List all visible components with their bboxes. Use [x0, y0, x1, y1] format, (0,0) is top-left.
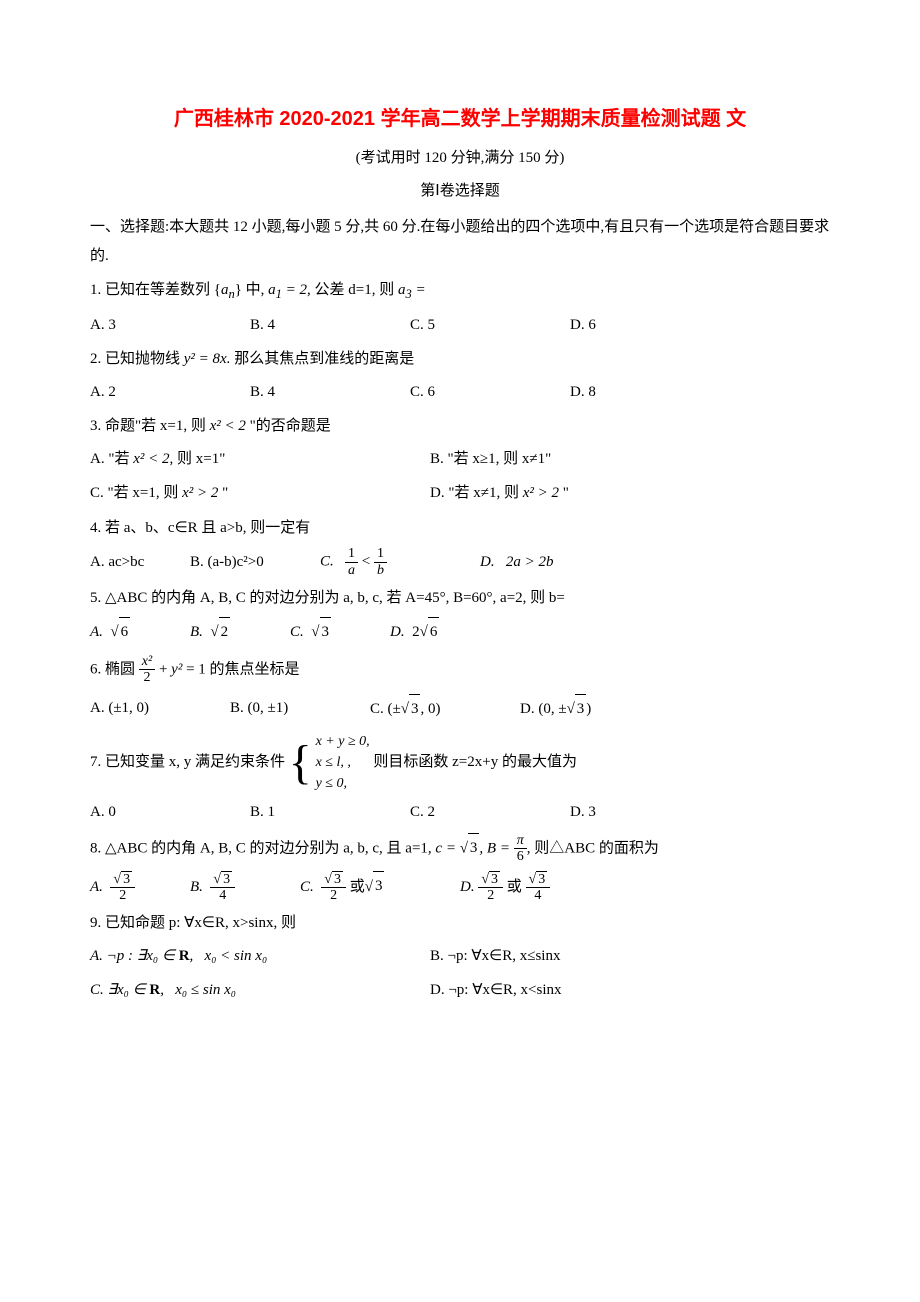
q7-stem-post: 则目标函数 z=2x+y 的最大值为 — [373, 754, 577, 770]
q1-a3: a3 = — [398, 282, 426, 298]
q7-stem-pre: 7. 已知变量 x, y 满足约束条件 — [90, 754, 285, 770]
question-6: 6. 椭圆 x²2 + y² = 1 的焦点坐标是 — [90, 654, 830, 686]
question-8: 8. △ABC 的内角 A, B, C 的对边分别为 a, b, c, 且 a=… — [90, 833, 830, 865]
q3-optD: D. "若 x≠1, 则 x² > 2 " — [430, 479, 569, 508]
q8-options: A. √32 B. √34 C. √32 或√3 D. √32 或 √34 — [90, 871, 830, 904]
q1-optB: B. 4 — [250, 311, 360, 340]
q8-optD: D. √32 或 √34 — [460, 871, 550, 904]
q7-optD: D. 3 — [570, 798, 596, 827]
q7-optB: B. 1 — [250, 798, 360, 827]
q1-stem-mid2: , 公差 d=1, 则 — [307, 282, 398, 298]
q7-l2: x ≤ l, , — [316, 752, 370, 773]
q1-options: A. 3 B. 4 C. 5 D. 6 — [90, 311, 830, 340]
q2-stem: 2. 已知抛物线 y² = 8x. 那么其焦点到准线的距离是 — [90, 351, 414, 367]
q7-l3: y ≤ 0, — [316, 773, 370, 794]
q1-optD: D. 6 — [570, 311, 596, 340]
q4-optA: A. ac>bc — [90, 548, 190, 577]
q3-optC: C. "若 x=1, 则 x² > 2 " — [90, 479, 430, 508]
q6-stem-post: 的焦点坐标是 — [206, 661, 300, 677]
brace-icon: { — [289, 738, 312, 788]
q5-optB: B. √2 — [190, 617, 290, 647]
q8-stem-post: , 则△ABC 的面积为 — [527, 840, 659, 856]
q7-optC: C. 2 — [410, 798, 520, 827]
q7-l1: x + y ≥ 0, — [316, 731, 370, 752]
q6-optA: A. (±1, 0) — [90, 694, 230, 724]
question-4: 4. 若 a、b、c∈R 且 a>b, 则一定有 — [90, 514, 830, 543]
q2-optC: C. 6 — [410, 378, 520, 407]
q6-options: A. (±1, 0) B. (0, ±1) C. (±√3, 0) D. (0,… — [90, 694, 830, 724]
q9-options-row2: C. ∃x₀ ∈ R, x₀ ≤ sin x₀ D. ¬p: ∀x∈R, x<s… — [90, 976, 830, 1005]
q8-stem-pre: 8. △ABC 的内角 A, B, C 的对边分别为 a, b, c, 且 a=… — [90, 840, 435, 856]
q8-optC: C. √32 或√3 — [300, 871, 460, 904]
q3-options-row1: A. "若 x² < 2, 则 x=1" B. "若 x≥1, 则 x≠1" — [90, 445, 830, 474]
q6-optC: C. (±√3, 0) — [370, 694, 520, 724]
q8-mid: , B = — [479, 840, 513, 856]
q1-stem-pre: 1. 已知在等差数列 { — [90, 282, 221, 298]
q7-system: x + y ≥ 0, x ≤ l, , y ≤ 0, — [316, 731, 370, 794]
q3-optB: B. "若 x≥1, 则 x≠1" — [430, 445, 551, 474]
q6-optD: D. (0, ±√3) — [520, 694, 591, 724]
q1-optC: C. 5 — [410, 311, 520, 340]
q8-optA: A. √32 — [90, 871, 190, 904]
q9-optB: B. ¬p: ∀x∈R, x≤sinx — [430, 942, 560, 971]
question-7: 7. 已知变量 x, y 满足约束条件 { x + y ≥ 0, x ≤ l, … — [90, 731, 830, 794]
q2-optA: A. 2 — [90, 378, 200, 407]
q6-stem-pre: 6. 椭圆 — [90, 661, 139, 677]
q2-optD: D. 8 — [570, 378, 596, 407]
q1-stem-mid: } 中, — [235, 282, 268, 298]
q4-optC: C. 1a < 1b — [320, 546, 480, 578]
q6-optB: B. (0, ±1) — [230, 694, 370, 724]
q5-options: A. √6 B. √2 C. √3 D. 2√6 — [90, 617, 830, 647]
q4-optD: D. 2a > 2b — [480, 548, 553, 577]
q5-optD: D. 2√6 — [390, 617, 439, 647]
question-2: 2. 已知抛物线 y² = 8x. 那么其焦点到准线的距离是 — [90, 345, 830, 374]
q1-a1: a1 = 2 — [268, 282, 307, 298]
question-9: 9. 已知命题 p: ∀x∈R, x>sinx, 则 — [90, 909, 830, 938]
q1-optA: A. 3 — [90, 311, 200, 340]
q7-options: A. 0 B. 1 C. 2 D. 3 — [90, 798, 830, 827]
q2-optB: B. 4 — [250, 378, 360, 407]
q3-optA: A. "若 x² < 2, 则 x=1" — [90, 445, 430, 474]
question-3: 3. 命题"若 x=1, 则 x² < 2 "的否命题是 — [90, 412, 830, 441]
q9-options-row1: A. ¬p : ∃x₀ ∈ R, x₀ < sin x₀ B. ¬p: ∀x∈R… — [90, 942, 830, 971]
q7-optA: A. 0 — [90, 798, 200, 827]
q9-optD: D. ¬p: ∀x∈R, x<sinx — [430, 976, 562, 1005]
section-intro: 一、选择题:本大题共 12 小题,每小题 5 分,共 60 分.在每小题给出的四… — [90, 213, 830, 270]
q1-an: an — [221, 282, 235, 298]
exam-subtitle: (考试用时 120 分钟,满分 150 分) — [90, 144, 830, 173]
q9-optC: C. ∃x₀ ∈ R, x₀ ≤ sin x₀ — [90, 976, 430, 1005]
q2-options: A. 2 B. 4 C. 6 D. 8 — [90, 378, 830, 407]
q8-optB: B. √34 — [190, 871, 300, 904]
q5-optC: C. √3 — [290, 617, 390, 647]
q3-stem: 3. 命题"若 x=1, 则 x² < 2 "的否命题是 — [90, 418, 331, 434]
q5-optA: A. √6 — [90, 617, 190, 647]
q4-options: A. ac>bc B. (a-b)c²>0 C. 1a < 1b D. 2a >… — [90, 546, 830, 578]
q4-optB: B. (a-b)c²>0 — [190, 548, 320, 577]
q9-optA: A. ¬p : ∃x₀ ∈ R, x₀ < sin x₀ — [90, 942, 430, 971]
question-1: 1. 已知在等差数列 {an} 中, a1 = 2, 公差 d=1, 则 a3 … — [90, 276, 830, 307]
question-5: 5. △ABC 的内角 A, B, C 的对边分别为 a, b, c, 若 A=… — [90, 584, 830, 613]
q3-options-row2: C. "若 x=1, 则 x² > 2 " D. "若 x≠1, 则 x² > … — [90, 479, 830, 508]
section-heading: 第Ⅰ卷选择题 — [90, 177, 830, 206]
exam-title: 广西桂林市 2020-2021 学年高二数学上学期期末质量检测试题 文 — [90, 100, 830, 138]
